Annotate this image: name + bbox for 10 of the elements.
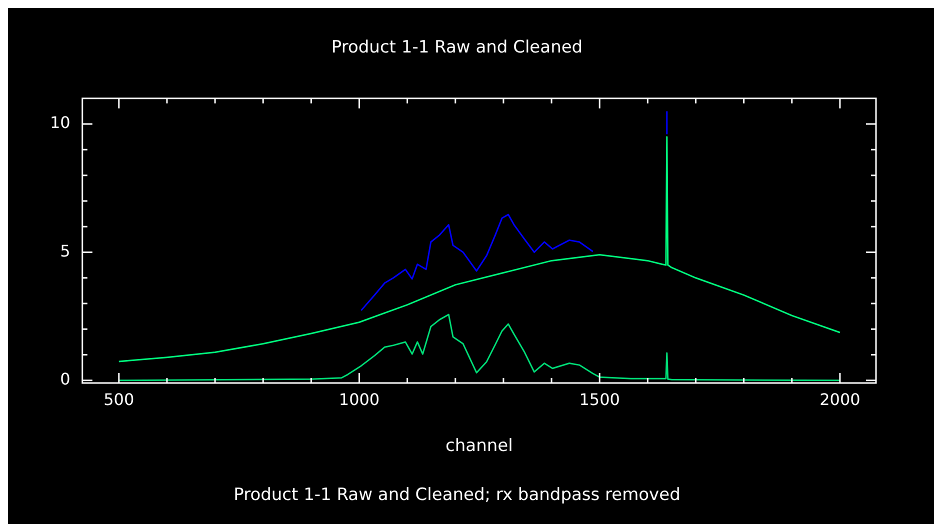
x-axis-title: channel (446, 436, 513, 456)
x-tick-label: 1500 (579, 390, 620, 409)
y-tick-label: 5 (60, 241, 70, 260)
y-tick-label: 10 (50, 113, 70, 132)
chart-title: Product 1-1 Raw and Cleaned (331, 38, 583, 58)
x-tick-label: 2000 (820, 390, 860, 409)
x-tick-label: 1000 (338, 390, 380, 409)
x-tick-label: 500 (104, 390, 134, 409)
text: Product 1-1 Raw and Cleaned; rx bandpass removed (234, 485, 680, 506)
y-tick-label: 0 (60, 370, 70, 389)
